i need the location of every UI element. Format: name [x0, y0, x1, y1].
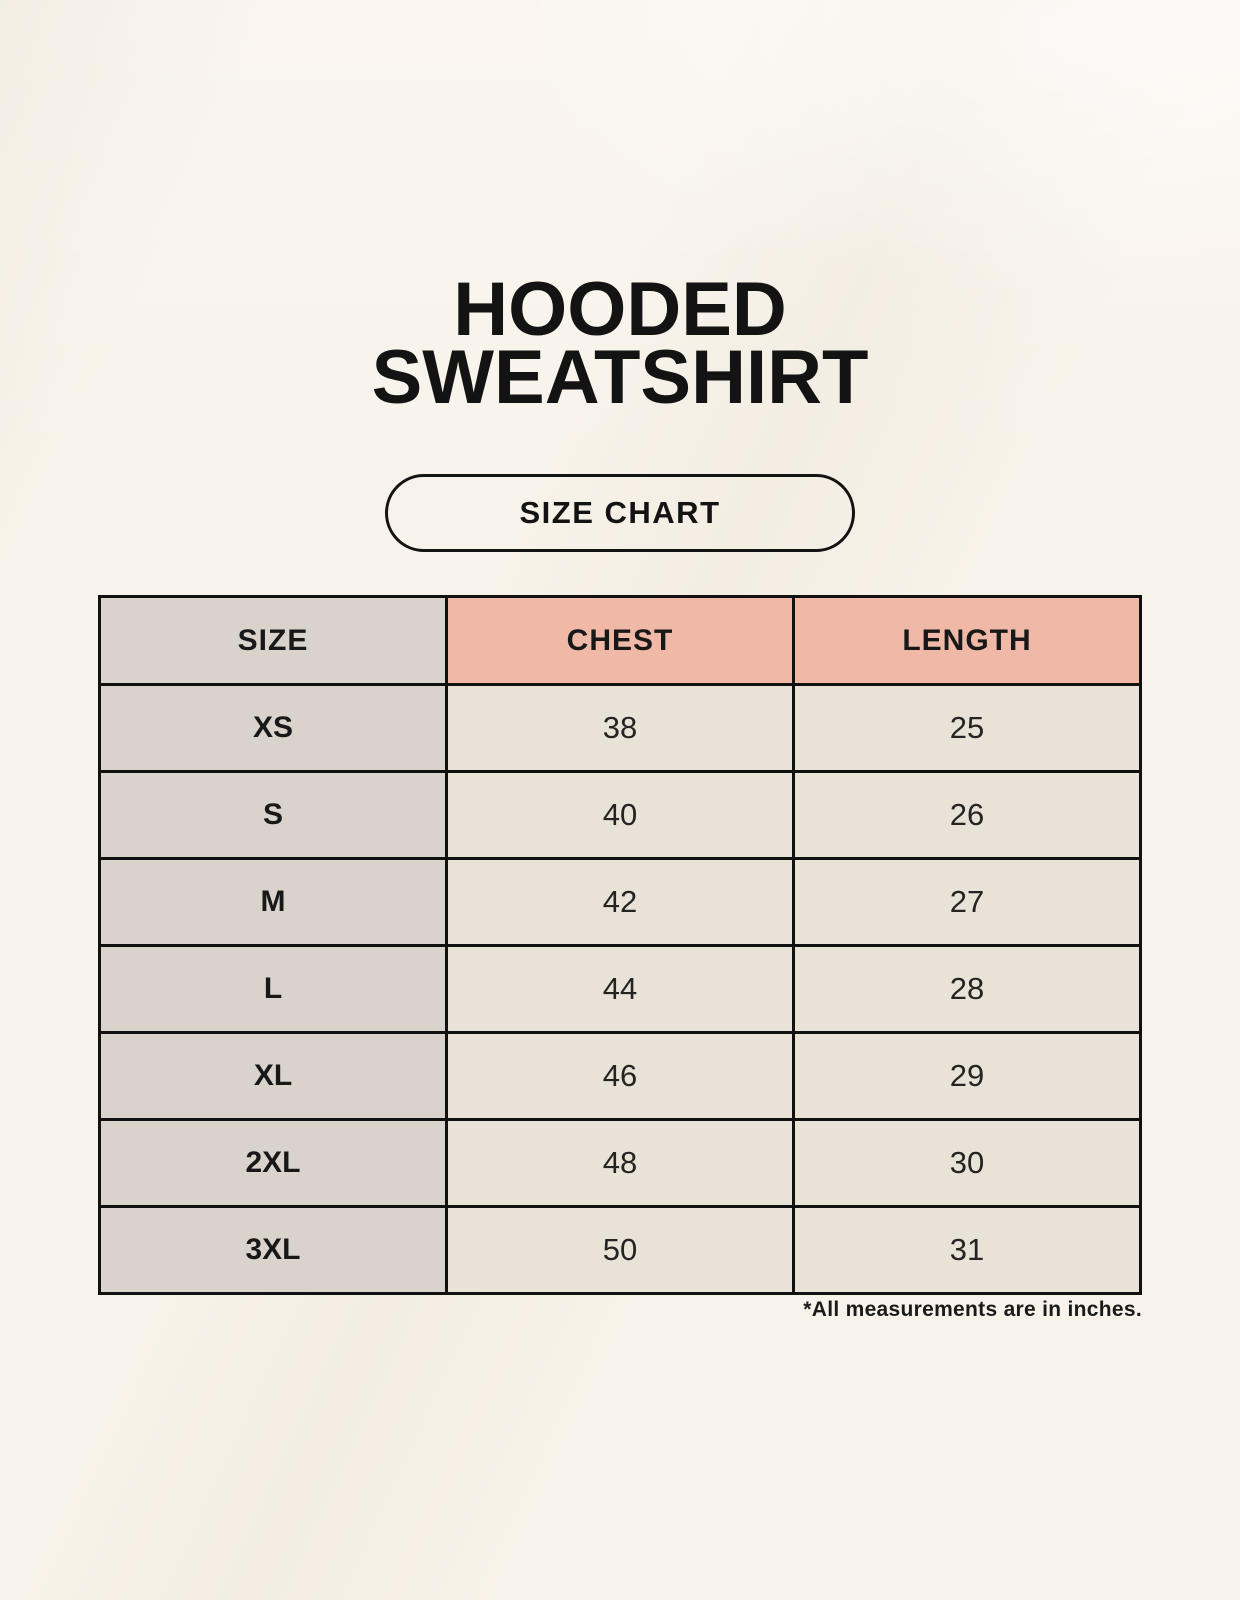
chest-value: 46 — [445, 1031, 795, 1121]
chest-value: 40 — [445, 770, 795, 860]
length-value: 29 — [792, 1031, 1142, 1121]
size-label: 2XL — [98, 1118, 448, 1208]
size-label: XL — [98, 1031, 448, 1121]
table-row-xs: XS 38 25 — [98, 683, 1142, 773]
size-label: 3XL — [98, 1205, 448, 1295]
page-title: HOODED SWEATSHIRT — [0, 267, 1240, 420]
size-label: L — [98, 944, 448, 1034]
length-value: 28 — [792, 944, 1142, 1034]
header-cell-length: LENGTH — [792, 595, 1142, 686]
size-table-head: SIZE CHEST LENGTH — [98, 595, 1142, 686]
size-label: S — [98, 770, 448, 860]
table-row-2xl: 2XL 48 30 — [98, 1118, 1142, 1208]
size-label: XS — [98, 683, 448, 773]
size-chart-badge-label: SIZE CHART — [519, 495, 721, 530]
chest-value: 42 — [445, 857, 795, 947]
length-value: 30 — [792, 1118, 1142, 1208]
size-table-body: XS 38 25 S 40 26 M 42 27 L 44 28 XL 46 — [98, 683, 1142, 1295]
size-table: SIZE CHEST LENGTH XS 38 25 S 40 26 M 42 … — [98, 595, 1142, 1295]
size-chart-badge: SIZE CHART — [385, 474, 855, 552]
length-value: 27 — [792, 857, 1142, 947]
size-label: M — [98, 857, 448, 947]
title-line-2: SWEATSHIRT — [371, 335, 869, 420]
table-row-m: M 42 27 — [98, 857, 1142, 947]
chest-value: 50 — [445, 1205, 795, 1295]
header-cell-chest: CHEST — [445, 595, 795, 686]
header-cell-size: SIZE — [98, 595, 448, 686]
length-value: 31 — [792, 1205, 1142, 1295]
title-line-1: HOODED — [453, 267, 787, 352]
chest-value: 38 — [445, 683, 795, 773]
table-row-xl: XL 46 29 — [98, 1031, 1142, 1121]
table-header-row: SIZE CHEST LENGTH — [98, 595, 1142, 686]
chest-value: 44 — [445, 944, 795, 1034]
chest-value: 48 — [445, 1118, 795, 1208]
measurements-footnote: *All measurements are in inches. — [803, 1298, 1142, 1321]
length-value: 25 — [792, 683, 1142, 773]
table-row-3xl: 3XL 50 31 — [98, 1205, 1142, 1295]
table-row-l: L 44 28 — [98, 944, 1142, 1034]
table-row-s: S 40 26 — [98, 770, 1142, 860]
length-value: 26 — [792, 770, 1142, 860]
